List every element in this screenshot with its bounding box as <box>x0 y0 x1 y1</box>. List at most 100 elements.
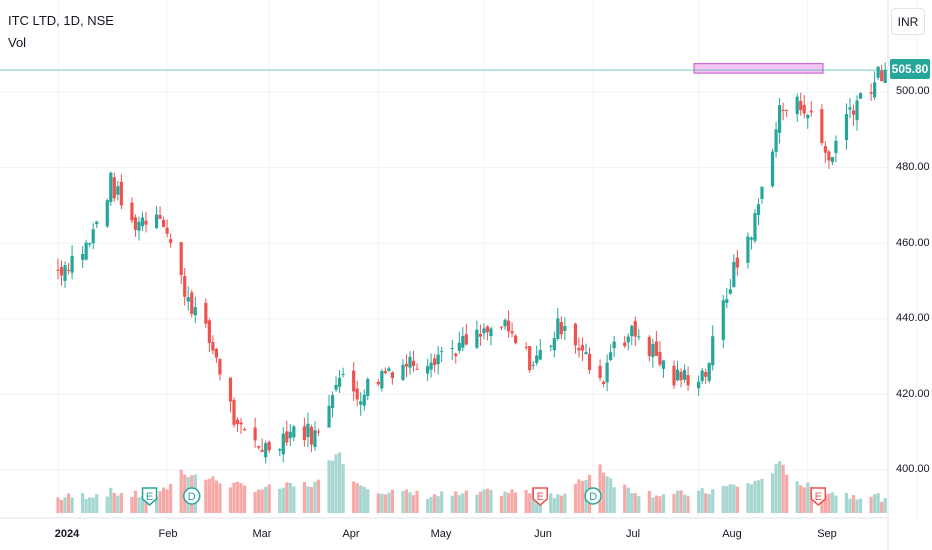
candle-body <box>598 365 602 378</box>
volume-bar <box>257 489 261 513</box>
candle-body <box>728 289 732 294</box>
volume-bar <box>834 495 838 513</box>
volume-bar <box>235 481 240 513</box>
volume-bar <box>461 493 465 513</box>
candle-body <box>376 381 380 385</box>
volume-bar <box>760 478 764 513</box>
candle-body <box>179 242 183 276</box>
volume-bar <box>359 485 363 513</box>
volume-bar <box>735 486 739 513</box>
candle-body <box>475 329 479 348</box>
volume-bar <box>330 460 335 513</box>
volume-bar <box>327 460 331 513</box>
candle-body <box>605 362 609 383</box>
candle-body <box>580 345 585 351</box>
volume-bar <box>341 464 345 513</box>
candle-body <box>112 177 116 199</box>
currency-button[interactable]: INR <box>891 8 925 35</box>
candle-body <box>306 423 310 438</box>
volume-bar <box>158 491 162 513</box>
volume-bar <box>313 481 317 513</box>
volume-bar <box>59 499 64 513</box>
candle-body <box>380 371 384 389</box>
candle-body <box>278 449 282 451</box>
candle-body <box>450 348 454 350</box>
dividend-marker[interactable]: D <box>584 487 602 505</box>
candle-body <box>753 213 757 241</box>
volume-bar <box>774 463 778 513</box>
volume-bar <box>285 482 289 513</box>
volume-bar <box>70 497 74 513</box>
candle-body <box>637 336 641 338</box>
candle-body <box>538 350 542 360</box>
y-tick-label: 460.00 <box>896 237 930 249</box>
volume-bar <box>162 487 166 513</box>
volume-bar <box>380 493 384 513</box>
candle-body <box>454 353 458 357</box>
candle-body <box>785 109 789 111</box>
candle-body <box>559 322 563 335</box>
candle-body <box>707 362 711 381</box>
volume-bar <box>580 480 585 513</box>
candle-body <box>760 186 764 199</box>
candle-body <box>162 219 166 228</box>
volume-bar <box>88 497 92 513</box>
volume-bar <box>510 489 514 513</box>
volume-bar <box>626 487 630 513</box>
volume-bar <box>728 484 732 513</box>
candle-body <box>858 93 863 99</box>
x-tick-label: Apr <box>342 528 360 540</box>
candle-body <box>133 217 138 230</box>
earnings-marker[interactable]: E <box>141 487 158 506</box>
volume-bar <box>228 487 233 513</box>
dividend-marker[interactable]: D <box>183 487 201 505</box>
volume-bar <box>876 493 880 513</box>
volume-bar <box>528 493 532 513</box>
candle-body <box>366 378 370 397</box>
candle-body <box>482 328 486 334</box>
candle-body <box>316 431 321 433</box>
volume-bar <box>56 497 60 513</box>
volume-bar <box>242 485 247 513</box>
volume-bar <box>612 487 616 513</box>
volume-bar <box>214 480 218 513</box>
candle-body <box>253 427 257 441</box>
candle-body <box>109 172 113 203</box>
volume-bar <box>682 494 687 513</box>
earnings-marker[interactable]: E <box>810 487 827 506</box>
volume-bar <box>830 492 834 513</box>
candle-body <box>524 346 528 348</box>
volume-bar <box>700 488 704 513</box>
candle-body <box>186 297 190 302</box>
marker-label: E <box>146 491 153 503</box>
candle-body <box>809 110 813 113</box>
candle-body <box>436 354 440 365</box>
candle-body <box>756 204 761 216</box>
volume-bar <box>489 489 493 513</box>
volume-bar <box>450 495 454 513</box>
volume-bar <box>436 496 440 513</box>
volume-bar <box>785 474 789 513</box>
volume-bar <box>383 494 387 513</box>
volume-bar <box>851 495 856 513</box>
marker-label: D <box>589 491 597 503</box>
volume-bar <box>858 498 863 513</box>
volume-bar <box>531 487 535 513</box>
volume-bar <box>154 496 159 513</box>
volume-bar <box>563 493 567 513</box>
candle-body <box>362 394 366 406</box>
candle-body <box>408 356 412 368</box>
volume-bar <box>334 454 338 513</box>
volume-bar <box>802 487 806 513</box>
volume-bar <box>799 485 803 513</box>
volume-bar <box>725 486 729 513</box>
candle-body <box>746 236 750 263</box>
candle-body <box>647 337 651 356</box>
candle-body <box>851 110 856 115</box>
volume-bar <box>387 492 391 513</box>
earnings-marker[interactable]: E <box>532 487 548 506</box>
volume-bar <box>137 497 141 513</box>
volume-bar <box>84 499 88 513</box>
volume-label: Vol <box>8 35 27 50</box>
